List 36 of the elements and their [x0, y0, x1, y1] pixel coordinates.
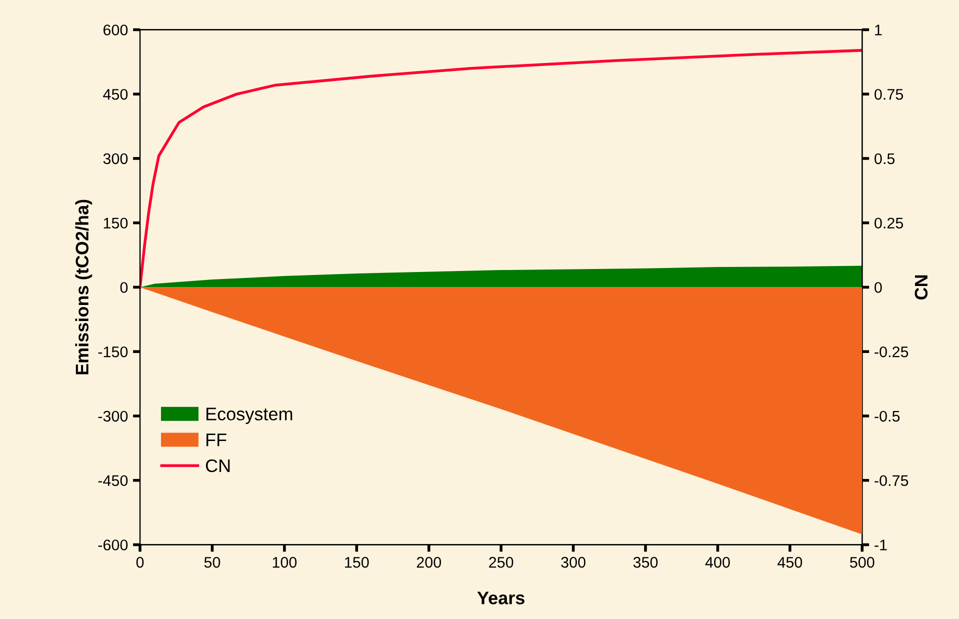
y2-tick-label: -1 — [874, 540, 887, 550]
y2-tick-label: 1 — [875, 24, 882, 36]
y2-tick-label: -0.75 — [874, 475, 908, 486]
y2-tick-label: 0.5 — [874, 153, 895, 164]
x-axis-title: Years — [477, 592, 524, 604]
y-tick-label: -450 — [98, 475, 128, 486]
x-tick-label: 450 — [778, 556, 802, 568]
legend-label: Ecosystem — [206, 408, 292, 424]
x-tick-label: 400 — [705, 556, 730, 568]
y-tick-label: 0 — [120, 282, 128, 293]
y2-tick-label: -0.5 — [874, 410, 900, 422]
y2-tick-label: 0.75 — [874, 88, 904, 100]
y2-tick-label: -0.25 — [874, 346, 908, 358]
line-series — [140, 48, 862, 289]
x-tick-label: 50 — [204, 556, 220, 568]
y-tick-label: -600 — [98, 540, 128, 550]
x-tick-label: 250 — [489, 556, 514, 568]
x-tick-label: 150 — [345, 556, 369, 568]
x-tick-label: 300 — [561, 556, 586, 568]
legend-label: FF — [206, 434, 226, 446]
y-tick-label: -300 — [98, 410, 128, 422]
y2-tick-label: 0.25 — [874, 218, 904, 229]
y-tick-label: -150 — [98, 346, 128, 358]
y-tick-label: 450 — [103, 88, 128, 100]
y-tick-label: 600 — [103, 24, 128, 36]
y-tick-label: 300 — [103, 153, 128, 164]
x-tick-label: 100 — [272, 556, 297, 568]
x-tick-label: 200 — [416, 556, 442, 568]
y-tick-label: 150 — [104, 218, 128, 229]
y-axis-title: Emissions (tCO2/ha) — [75, 200, 92, 374]
x-tick-label: 0 — [136, 556, 144, 568]
x-tick-label: 500 — [850, 556, 874, 568]
y2-axis-title: CN — [914, 275, 928, 300]
legend-label: CN — [206, 459, 230, 472]
y2-tick-label: 0 — [874, 282, 882, 293]
x-tick-label: 350 — [633, 556, 658, 568]
